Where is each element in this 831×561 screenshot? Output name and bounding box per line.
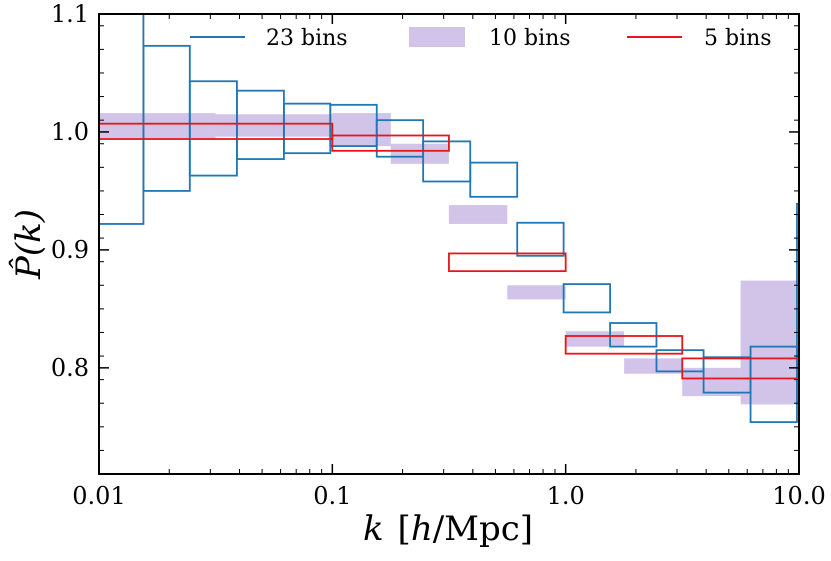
legend: 23 bins 10 bins 5 bins	[190, 26, 772, 51]
legend-label-23-bins: 23 bins	[266, 26, 348, 51]
bin-10-bins-6	[448, 205, 508, 224]
bin-23-bins-7	[422, 140, 472, 183]
bin-10-bins-5	[390, 143, 449, 164]
bin-23-bins-9	[516, 221, 565, 257]
x-tick-label: 0.1	[313, 482, 351, 510]
x-axis-label-open: [	[398, 509, 411, 549]
bin-5-bins-3	[564, 335, 684, 355]
bin-10-bins-4	[332, 113, 391, 147]
x-tick-label: 0.01	[72, 482, 125, 510]
bin-10-bins-2	[215, 114, 274, 137]
bin-5-bins-2	[448, 252, 567, 273]
x-tick-label: 10.0	[772, 482, 825, 510]
legend-label-5-bins: 5 bins	[704, 26, 772, 51]
bin-10-bins-1	[157, 113, 216, 140]
x-tick-label: 1.0	[547, 482, 585, 510]
legend-swatch-10-bins	[409, 27, 465, 47]
series-23-bins	[99, 14, 799, 424]
y-tick-label: 0.8	[51, 354, 89, 382]
bin-23-bins-11	[609, 322, 658, 348]
plot-frame	[98, 13, 800, 475]
bin-10-bins-3	[273, 114, 333, 137]
x-axis-label-h: h	[411, 509, 433, 549]
bin-5-bins-0	[99, 122, 334, 140]
bin-10-bins-11	[740, 280, 799, 405]
x-axis-label-symbol: k	[363, 509, 384, 549]
bin-10-bins-9	[624, 358, 683, 374]
x-axis-label-rest: /Mpc]	[433, 509, 533, 549]
bin-23-bins-0	[99, 14, 145, 225]
bin-23-bins-8	[469, 161, 519, 198]
legend-label-10-bins: 10 bins	[489, 26, 571, 51]
ticks-layer: 0.01 0.1 1.0 10.0 0.8 0.9 1.0 1.1	[51, 0, 826, 510]
bin-23-bins-15	[796, 202, 799, 403]
svg-text:k[h/Mpc]: k [h/Mpc]	[363, 509, 533, 549]
y-tick-label: 1.1	[51, 0, 89, 28]
bin-23-bins-10	[562, 283, 611, 314]
bin-5-bins-1	[331, 134, 450, 152]
x-axis-label: k [h/Mpc]	[363, 509, 533, 549]
y-axis-label: P̂(k)	[8, 209, 49, 280]
bin-23-bins-6	[375, 119, 425, 158]
series-5-bins	[99, 122, 799, 380]
bin-10-bins-10	[682, 367, 741, 397]
y-tick-label: 1.0	[51, 118, 89, 146]
bin-10-bins-7	[507, 285, 566, 300]
y-tick-label: 0.9	[51, 236, 89, 264]
bin-10-bins-8	[565, 331, 625, 347]
series-layer	[99, 14, 799, 424]
bin-10-bins-0	[99, 113, 158, 140]
